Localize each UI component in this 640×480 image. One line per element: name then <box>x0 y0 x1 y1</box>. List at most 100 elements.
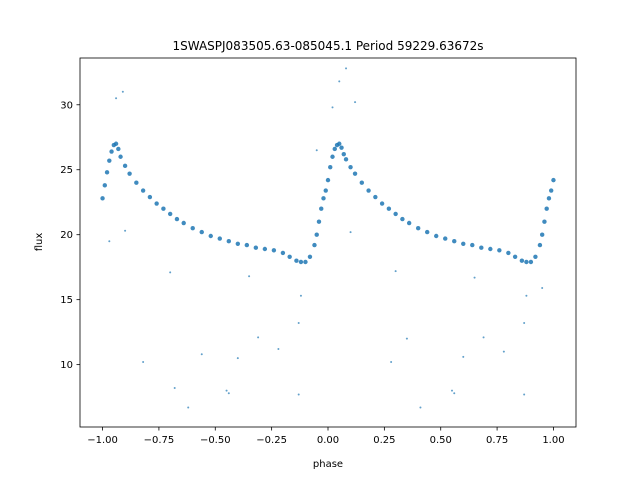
data-point <box>539 232 545 237</box>
data-point <box>121 90 124 93</box>
data-point <box>497 248 502 253</box>
data-point <box>345 67 348 70</box>
y-tick-label: 25 <box>60 165 73 176</box>
data-point <box>470 242 475 248</box>
data-point <box>181 220 186 226</box>
data-point <box>551 177 556 183</box>
data-point <box>108 240 111 243</box>
data-point <box>544 206 549 211</box>
data-point <box>316 219 322 224</box>
y-tick-label: 15 <box>60 295 73 306</box>
data-point <box>406 220 412 226</box>
data-point <box>299 294 302 297</box>
data-point <box>100 196 105 201</box>
data-point <box>425 229 430 235</box>
data-point <box>373 194 378 200</box>
data-point <box>502 350 505 353</box>
data-point <box>330 154 335 159</box>
data-point <box>227 392 230 395</box>
data-point <box>352 171 358 176</box>
y-axis-label: flux <box>34 233 45 252</box>
data-point <box>147 194 153 200</box>
data-point <box>525 294 528 297</box>
data-point <box>161 206 166 211</box>
data-point <box>341 151 346 157</box>
data-point <box>262 246 268 252</box>
data-point <box>297 393 300 396</box>
data-point <box>235 241 241 246</box>
data-point <box>452 239 457 244</box>
x-tick-label: 0.75 <box>486 435 508 446</box>
data-point <box>104 170 110 175</box>
data-point <box>107 158 112 163</box>
data-point <box>453 392 456 395</box>
data-point <box>343 157 349 162</box>
data-point <box>338 80 341 83</box>
data-point <box>294 258 299 263</box>
data-point <box>386 206 392 211</box>
data-point <box>379 201 385 206</box>
data-point <box>473 276 476 279</box>
data-point <box>415 226 421 231</box>
data-point <box>528 259 534 265</box>
data-point <box>208 233 213 239</box>
x-axis-label: phase <box>313 459 343 470</box>
data-points <box>100 67 556 409</box>
data-point <box>533 254 538 259</box>
data-point <box>546 196 552 201</box>
data-point <box>319 206 324 211</box>
data-point <box>400 216 405 222</box>
data-point <box>366 188 371 193</box>
y-tick-label: 20 <box>60 230 73 241</box>
chart-title: 1SWASPJ083505.63-085045.1 Period 59229.6… <box>172 39 483 53</box>
data-point <box>187 406 190 409</box>
data-point <box>488 246 493 252</box>
data-point <box>109 149 114 154</box>
data-point <box>174 216 180 222</box>
data-point <box>405 337 408 340</box>
data-point <box>328 164 333 170</box>
x-axis-ticks: −1.00 −0.75 −0.50 −0.25 0.00 0.25 0.50 0.75 1.00 <box>87 427 565 446</box>
y-axis-ticks: 10 15 20 25 30 <box>60 100 80 371</box>
data-point <box>482 336 485 339</box>
data-point <box>115 97 118 100</box>
data-point <box>134 180 139 185</box>
data-point <box>253 245 259 250</box>
data-point <box>287 254 292 259</box>
x-tick-label: −0.75 <box>144 435 175 446</box>
x-tick-label: 0.50 <box>430 435 452 446</box>
data-point <box>307 254 313 259</box>
x-tick-label: −1.00 <box>87 435 118 446</box>
data-point <box>479 245 484 250</box>
data-point <box>359 180 365 185</box>
data-point <box>248 275 251 278</box>
data-point <box>271 248 277 253</box>
data-point <box>199 229 204 235</box>
data-point <box>541 286 544 289</box>
x-tick-label: 0.00 <box>317 435 339 446</box>
data-point <box>173 387 176 390</box>
data-point <box>314 232 319 237</box>
data-point <box>523 322 526 325</box>
data-point <box>127 171 132 176</box>
data-point <box>140 188 146 193</box>
data-point <box>331 106 334 109</box>
data-point <box>154 201 159 206</box>
y-tick-label: 30 <box>60 100 73 111</box>
data-point <box>257 336 260 339</box>
data-point <box>348 164 353 170</box>
data-point <box>102 183 108 188</box>
data-point <box>419 406 422 409</box>
data-point <box>116 146 121 152</box>
data-point <box>339 145 344 150</box>
data-point <box>226 239 231 244</box>
data-point <box>390 361 393 364</box>
data-point <box>217 236 222 241</box>
data-point <box>519 258 525 263</box>
data-point <box>512 254 518 259</box>
data-point <box>332 146 337 152</box>
data-point <box>393 211 398 217</box>
data-point <box>337 141 342 146</box>
